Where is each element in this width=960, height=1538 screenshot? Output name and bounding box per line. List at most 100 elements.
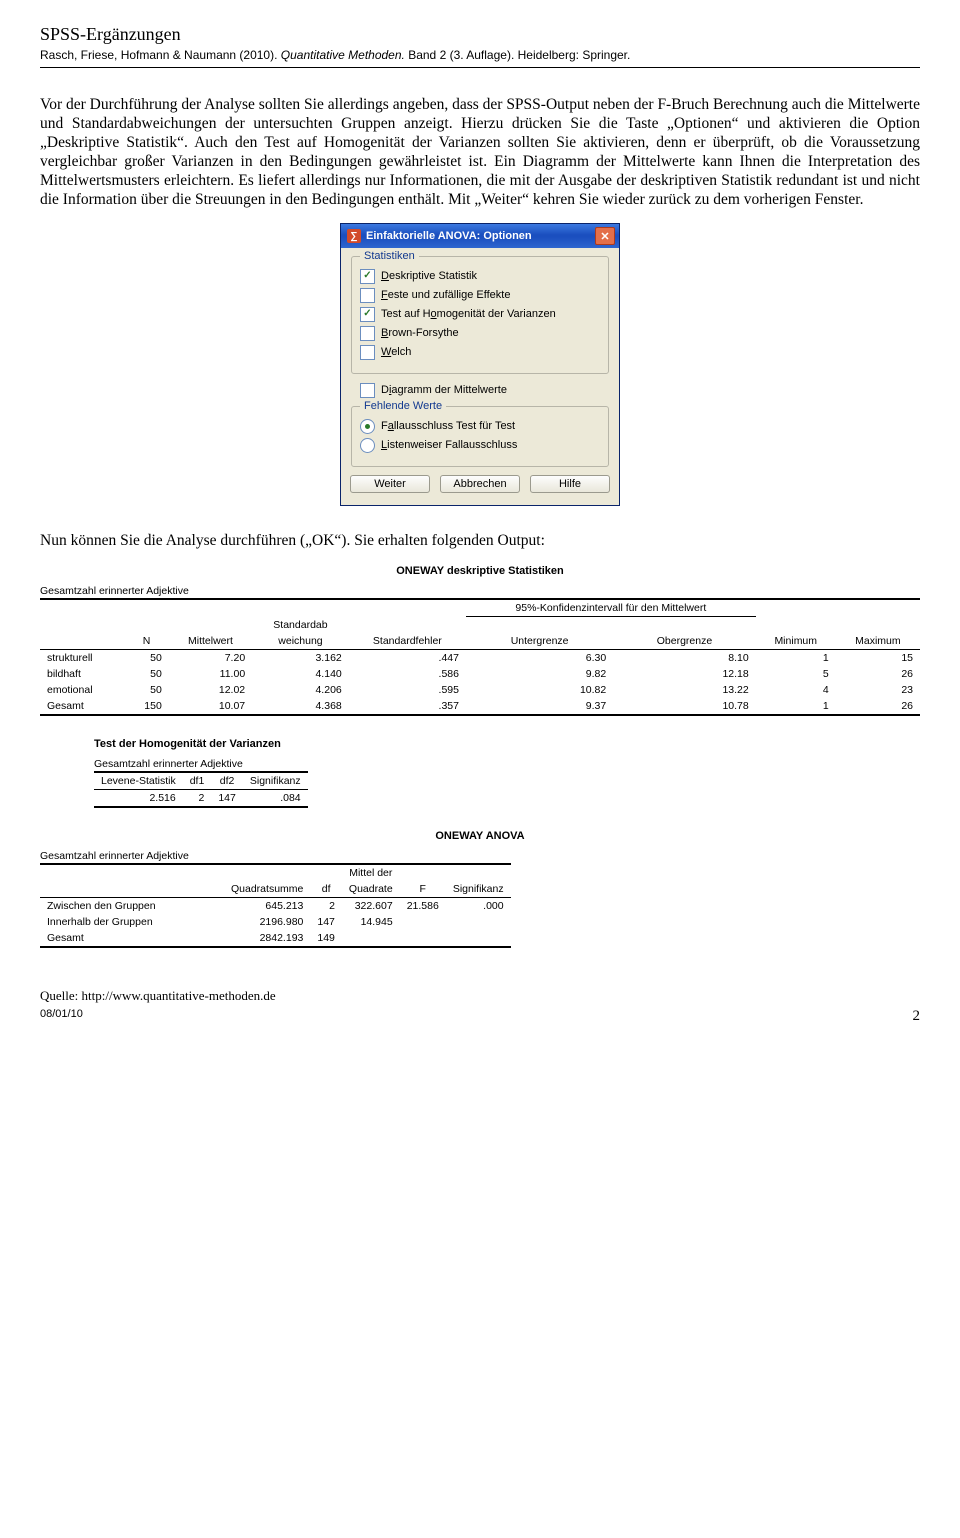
col-sd: Standardab [252,617,349,633]
cell: 2.516 [94,789,183,807]
chk-homogeneity[interactable]: Test auf Homogenität der Varianzen [360,306,600,322]
dialog-title: Einfaktorielle ANOVA: Optionen [366,230,532,242]
col-sd2: weichung [252,633,349,650]
cell: 1 [756,649,836,666]
cell: 8.10 [613,649,755,666]
header-rule [40,67,920,68]
row-label: emotional [40,682,124,698]
cell: 3.162 [252,649,349,666]
row-label: Zwischen den Gruppen [40,897,224,914]
cell: 2196.980 [224,914,310,930]
cell: 4.206 [252,682,349,698]
cell: .357 [349,698,466,715]
cell: 150 [124,698,169,715]
cell: 147 [211,789,243,807]
chk-means-plot[interactable]: Diagramm der Mittelwerte [360,382,609,398]
cell: 50 [124,666,169,682]
row-label: strukturell [40,649,124,666]
cell: 50 [124,649,169,666]
col-levene: Levene-Statistik [94,772,183,790]
chk-label: Welch [381,346,411,358]
checkbox-icon [360,288,375,303]
cancel-button[interactable]: Abbrechen [440,475,520,493]
radio-exclude-listwise[interactable]: Listenweiser Fallausschluss [360,437,600,453]
col-sig: Signifikanz [243,772,308,790]
chk-label: Diagramm der Mittelwerte [381,384,507,396]
subtitle-rest: Band 2 (3. Auflage). Heidelberg: Springe… [408,48,630,62]
col-df: df [310,881,342,898]
cell: 14.945 [342,914,400,930]
cell: .447 [349,649,466,666]
cell [400,930,446,947]
col-f: F [400,881,446,898]
radio-exclude-test[interactable]: Fallausschluss Test für Test [360,418,600,434]
out2-caption: Gesamtzahl erinnerter Adjektive [94,758,920,770]
footer-date: 08/01/10 [40,1008,83,1025]
col-ss: Quadratsumme [224,881,310,898]
chk-label: Deskriptive Statistik [381,270,477,282]
row-label: Gesamt [40,698,124,715]
cell: 7.20 [169,649,252,666]
anova-options-dialog: ∑ Einfaktorielle ANOVA: Optionen ✕ Stati… [340,223,620,506]
out1-title: ONEWAY deskriptive Statistiken [40,565,920,577]
subtitle-authors: Rasch, Friese, Hofmann & Naumann (2010). [40,48,281,62]
cell: 2 [310,897,342,914]
table-row: Gesamt2842.193149 [40,930,511,947]
help-button[interactable]: Hilfe [530,475,610,493]
chk-brown-forsythe[interactable]: Brown-Forsythe [360,325,600,341]
cell: 4.368 [252,698,349,715]
dialog-titlebar[interactable]: ∑ Einfaktorielle ANOVA: Optionen ✕ [341,224,619,248]
cell: 10.78 [613,698,755,715]
chk-descriptive[interactable]: Deskriptive Statistik [360,268,600,284]
col-ms2: Quadrate [342,881,400,898]
out3-title: ONEWAY ANOVA [40,830,920,842]
row-label: Gesamt [40,930,224,947]
chk-label: Test auf Homogenität der Varianzen [381,308,556,320]
col-min: Minimum [756,633,836,650]
cell: 149 [310,930,342,947]
cell: 10.82 [466,682,613,698]
chk-label: Feste und zufällige Effekte [381,289,510,301]
row-label: Innerhalb der Gruppen [40,914,224,930]
out3-caption: Gesamtzahl erinnerter Adjektive [40,850,920,862]
radio-icon [360,419,375,434]
chk-welch[interactable]: Welch [360,344,600,360]
cell [446,914,511,930]
levene-table: Levene-Statistik df1 df2 Signifikanz 2.5… [94,771,308,808]
continue-button[interactable]: Weiter [350,475,430,493]
dialog-button-row: Weiter Abbrechen Hilfe [351,475,609,493]
col-lb: Untergrenze [466,633,613,650]
checkbox-icon [360,269,375,284]
col-df1: df1 [183,772,212,790]
cell: 12.18 [613,666,755,682]
table-row: Zwischen den Gruppen645.2132322.60721.58… [40,897,511,914]
after-dialog-text: Nun können Sie die Analyse durchführen (… [40,532,920,551]
stats-groupbox: Statistiken Deskriptive Statistik Feste … [351,256,609,374]
cell: .084 [243,789,308,807]
page-number: 2 [913,1008,921,1025]
checkbox-icon [360,307,375,322]
cell: 26 [836,698,920,715]
cell: 15 [836,649,920,666]
checkbox-icon [360,326,375,341]
cell: 21.586 [400,897,446,914]
chk-fixed-random[interactable]: Feste und zufällige Effekte [360,287,600,303]
out1-caption: Gesamtzahl erinnerter Adjektive [40,585,920,597]
footer-row: 08/01/10 2 [40,1008,920,1025]
cell: 11.00 [169,666,252,682]
cell [446,930,511,947]
cell: .595 [349,682,466,698]
close-icon[interactable]: ✕ [595,227,615,245]
missing-groupbox: Fehlende Werte Fallausschluss Test für T… [351,406,609,467]
stats-group-title: Statistiken [360,250,419,262]
cell: 322.607 [342,897,400,914]
radio-icon [360,438,375,453]
descriptives-table: 95%-Konfidenzintervall für den Mittelwer… [40,598,920,716]
cell: 10.07 [169,698,252,715]
cell: 4 [756,682,836,698]
footer-source: Quelle: http://www.quantitative-methoden… [40,988,920,1004]
out2-title: Test der Homogenität der Varianzen [94,738,920,750]
table-row: bildhaft5011.004.140.5869.8212.18526 [40,666,920,682]
cell: .000 [446,897,511,914]
cell: 9.37 [466,698,613,715]
